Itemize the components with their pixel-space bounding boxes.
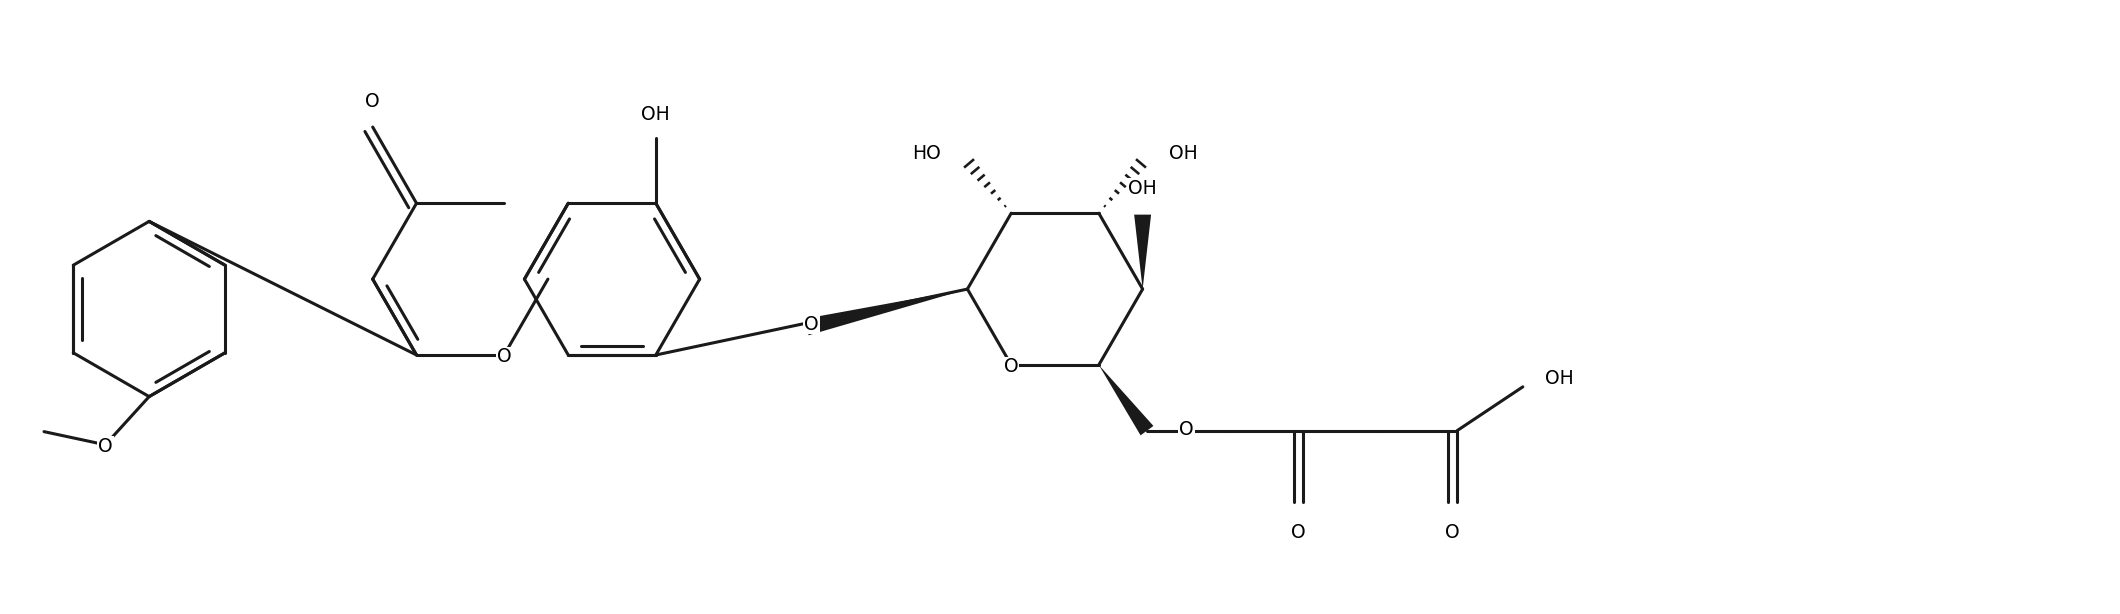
Text: OH: OH (1168, 144, 1198, 163)
Text: HO: HO (912, 144, 941, 163)
Polygon shape (1098, 365, 1153, 435)
Text: OH: OH (1545, 370, 1573, 389)
Text: O: O (1291, 523, 1306, 542)
Text: O: O (496, 348, 511, 367)
Text: O: O (803, 314, 818, 333)
Text: O: O (1179, 420, 1194, 439)
Text: OH: OH (1128, 179, 1158, 198)
Text: O: O (1005, 357, 1018, 376)
Polygon shape (806, 289, 967, 335)
Polygon shape (1134, 215, 1151, 289)
Text: O: O (365, 91, 379, 111)
Text: OH: OH (642, 105, 670, 124)
Text: O: O (1446, 523, 1461, 542)
Text: O: O (98, 437, 112, 456)
